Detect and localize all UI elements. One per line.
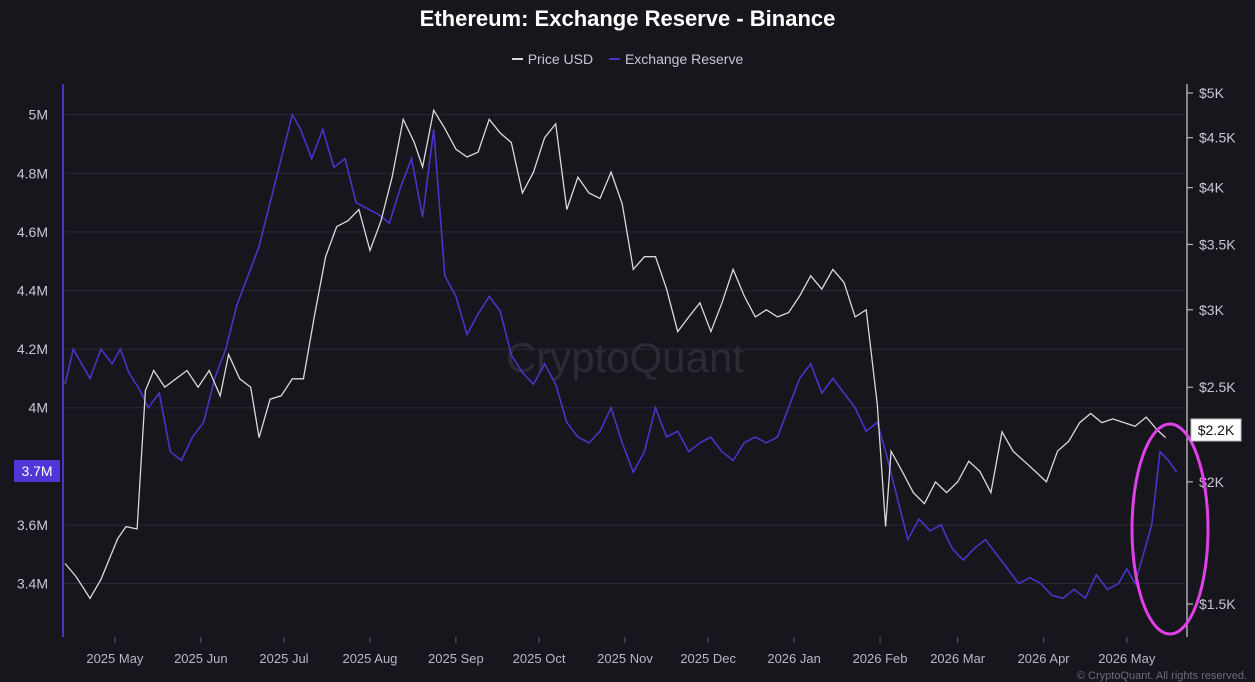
x-tick-label: 2026 Feb — [853, 651, 908, 666]
price-series — [64, 108, 1167, 600]
legend-item-reserve[interactable]: Exchange Reserve — [608, 51, 744, 67]
highlight-ellipse — [1130, 422, 1210, 636]
right-tick-label: $4.5K — [1199, 130, 1236, 146]
left-tick-label: 4.8M — [17, 165, 48, 181]
left-tick-label: 4.4M — [17, 282, 48, 298]
legend-label-reserve: Exchange Reserve — [624, 51, 744, 67]
right-current-badge: $2.2K — [1190, 418, 1242, 442]
left-tick-label: 5M — [29, 107, 48, 123]
legend-item-price[interactable]: Price USD — [511, 51, 594, 67]
left-current-badge-text: 3.7M — [21, 463, 52, 479]
x-axis-ticks: 2025 May 2025 Jun 2025 Jul 2025 Aug 2025 Sep… — [86, 637, 1156, 666]
right-tick-label: $2.5K — [1199, 379, 1236, 395]
left-tick-label: 3.6M — [17, 517, 48, 533]
legend: Price USD Exchange Reserve — [0, 47, 1255, 67]
left-tick-label: 4.6M — [17, 224, 48, 240]
right-tick-label: $3K — [1199, 302, 1225, 318]
x-tick-label: 2026 May — [1098, 651, 1156, 666]
x-tick-label: 2025 Jul — [259, 651, 308, 666]
x-tick-label: 2025 Nov — [597, 651, 653, 666]
x-tick-label: 2025 Sep — [428, 651, 484, 666]
legend-swatch-reserve — [608, 58, 620, 60]
x-tick-label: 2026 Jan — [767, 651, 821, 666]
watermark: CryptoQuant — [506, 334, 744, 381]
left-tick-label: 3.4M — [17, 576, 48, 592]
left-tick-label: 4M — [29, 400, 48, 416]
right-current-badge-text: $2.2K — [1198, 422, 1235, 438]
x-tick-label: 2025 Dec — [680, 651, 736, 666]
x-tick-label: 2025 May — [86, 651, 144, 666]
x-tick-label: 2026 Apr — [1018, 651, 1071, 666]
right-axis-ticks: $5K$4.5K$4K$3.5K$3K$2.5K$2K$1.5K — [1187, 85, 1236, 612]
right-tick-label: $1.5K — [1199, 596, 1236, 612]
right-tick-label: $3.5K — [1199, 236, 1236, 252]
left-axis-ticks: 5M 4.8M 4.6M 4.4M 4.2M 4M 3.6M 3.4M — [17, 107, 48, 592]
x-tick-label: 2025 Jun — [174, 651, 228, 666]
x-tick-label: 2025 Oct — [513, 651, 566, 666]
chart-title: Ethereum: Exchange Reserve - Binance — [419, 6, 836, 31]
right-tick-label: $4K — [1199, 180, 1225, 196]
grid-lines — [65, 114, 1185, 585]
legend-swatch-price — [511, 58, 523, 60]
right-tick-label: $5K — [1199, 85, 1225, 101]
legend-label-price: Price USD — [527, 51, 594, 67]
x-tick-label: 2026 Mar — [930, 651, 986, 666]
left-current-badge: 3.7M — [14, 460, 60, 482]
left-tick-label: 4.2M — [17, 341, 48, 357]
x-tick-label: 2025 Aug — [342, 651, 397, 666]
footer-copyright: © CryptoQuant. All rights reserved. — [1076, 670, 1247, 682]
exchange-reserve-series — [64, 112, 1178, 600]
